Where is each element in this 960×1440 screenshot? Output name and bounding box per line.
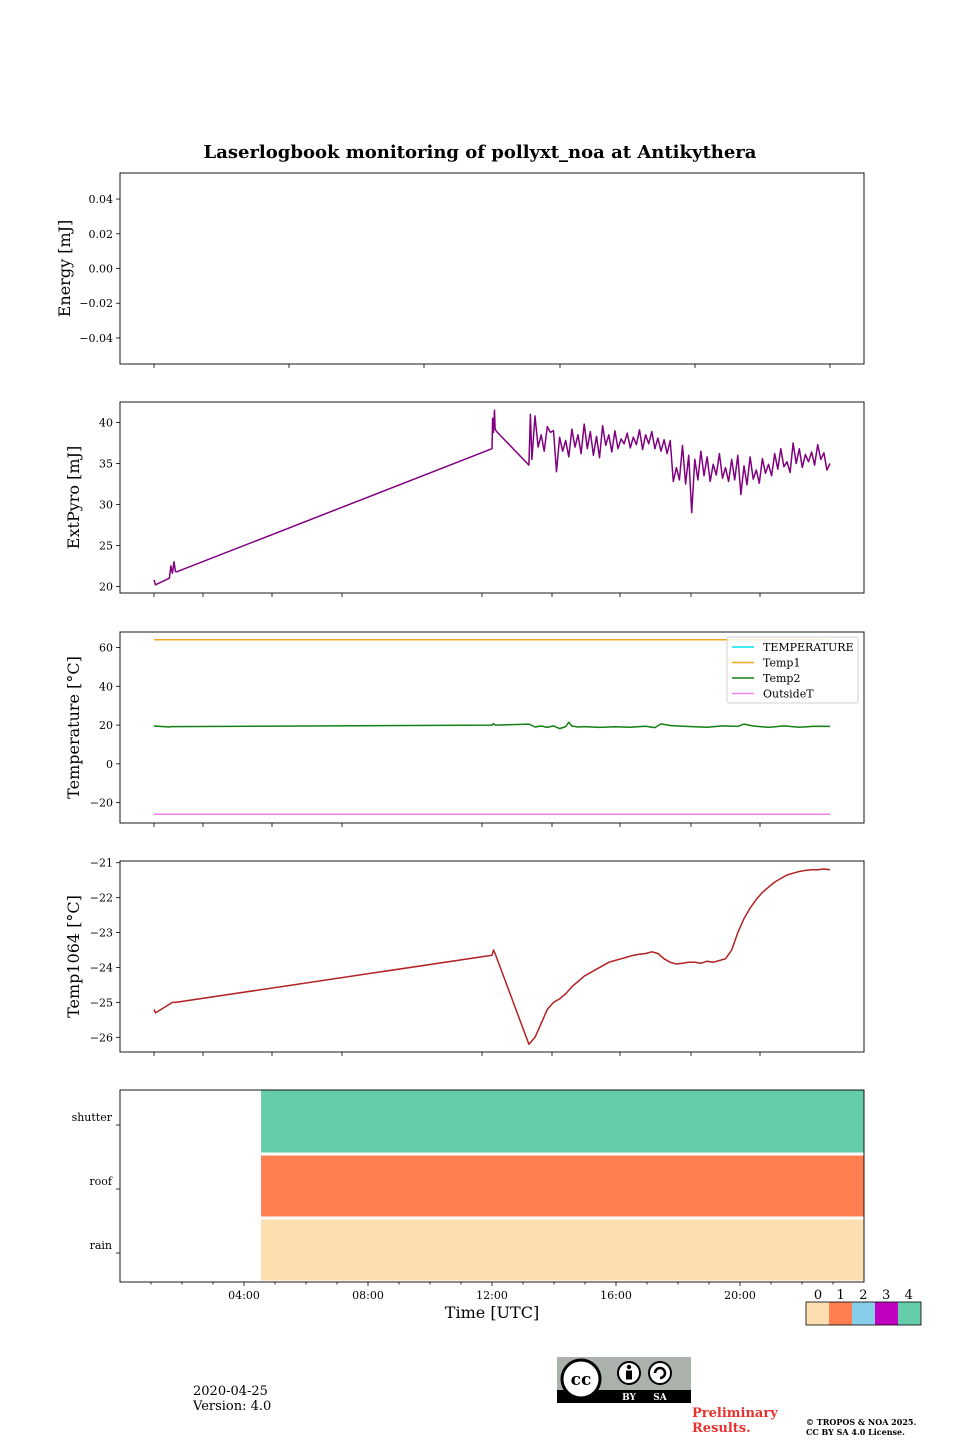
y-tick-label: 20: [99, 719, 113, 732]
series-line-temp2: [153, 721, 831, 730]
panel-energy: Energy [mJ] 0.04 0.02 0.00 −0.02 −0.04: [55, 172, 865, 368]
legend-entry: Temp1: [763, 657, 800, 670]
colorbar-cell: [829, 1302, 852, 1325]
axes-frame: [119, 401, 865, 594]
colorbar-tick-label: 2: [859, 1288, 867, 1303]
colorbar-tick-label: 0: [814, 1288, 822, 1303]
date-label: 2020-04-25: [193, 1384, 268, 1399]
cc-sa-label: SA: [653, 1393, 667, 1403]
panel-temperature: Temperature [°C] 60 40 20 0 −20 TEMPERATURE Tem…: [64, 631, 865, 827]
y-axis-label: ExtPyro [mJ]: [64, 446, 83, 549]
y-tick-label: 0.00: [89, 263, 114, 276]
y-tick-label: 25: [99, 539, 113, 552]
copyright-note: © TROPOS & NOA 2025. CC BY SA 4.0 Licens…: [806, 1417, 916, 1437]
y-tick-label: −24: [90, 961, 113, 974]
y-tick-label: −0.02: [79, 297, 113, 310]
x-tick-label: 16:00: [600, 1289, 632, 1302]
y-tick-label: −0.04: [79, 332, 113, 345]
colorbar-cell: [806, 1302, 829, 1325]
chart-panels: Energy [mJ] 0.04 0.02 0.00 −0.02 −0.04 ExtPyro…: [55, 172, 922, 1326]
y-axis-label: Temp1064 [°C]: [64, 895, 83, 1018]
series-line-extpyro: [153, 409, 831, 586]
y-tick-label: 0.04: [89, 193, 114, 206]
cc-by-label: BY: [622, 1393, 636, 1403]
legend-entry: Temp2: [763, 672, 800, 685]
y-tick-label: 0.02: [89, 228, 114, 241]
y-tick-label: 40: [99, 416, 113, 429]
y-tick-label: −23: [90, 927, 113, 940]
legend-box: [726, 636, 859, 704]
flag-band-roof: [261, 1155, 864, 1217]
sa-icon-arrow: [653, 1366, 667, 1380]
preliminary-line-1: Preliminary: [692, 1406, 778, 1421]
y-tick-label: −22: [90, 892, 113, 905]
preliminary-line-2: Results.: [692, 1421, 751, 1436]
cc-logo-icon: [560, 1358, 602, 1400]
by-icon-body: [626, 1370, 632, 1380]
copyright-line-2: CC BY SA 4.0 License.: [806, 1427, 905, 1437]
panel-temp1064: Temp1064 [°C] −21 −22 −23 −24 −25 −26: [64, 857, 865, 1056]
y-axis-label: Energy [mJ]: [55, 220, 74, 318]
y-tick-label: −21: [90, 857, 113, 870]
y-tick-label: 60: [99, 642, 113, 655]
legend-entry: OutsideT: [763, 688, 814, 701]
axes-frame: [119, 631, 865, 824]
colorbar-tick-label: 3: [882, 1288, 890, 1303]
axes-frame: [119, 1089, 865, 1283]
panel-extpyro: ExtPyro [mJ] 20 25 30 35 40: [64, 401, 865, 597]
footer-info: 2020-04-25 Version: 4.0: [193, 1384, 271, 1414]
chart-title: Laserlogbook monitoring of pollyxt_noa a…: [204, 142, 757, 163]
series-line-temp1064: [153, 868, 831, 1046]
legend-entry: TEMPERATURE: [763, 641, 854, 654]
sa-sharealike-icon: [648, 1361, 672, 1385]
y-tick-label: 40: [99, 680, 113, 693]
x-tick-label: 08:00: [352, 1289, 384, 1302]
version-label: Version: 4.0: [193, 1399, 272, 1414]
category-label: shutter: [72, 1111, 113, 1124]
axes-frame: [119, 172, 865, 365]
colorbar-cell: [875, 1302, 898, 1325]
copyright-line-1: © TROPOS & NOA 2025.: [806, 1417, 917, 1427]
y-tick-label: 35: [99, 457, 113, 470]
colorbar-outline: [805, 1301, 922, 1326]
by-icon-head: [626, 1364, 632, 1370]
cc-logo-text: cc: [571, 1370, 592, 1390]
colorbar-cell: [898, 1302, 921, 1325]
y-tick-label: 30: [99, 498, 113, 511]
x-axis-label: Time [UTC]: [445, 1303, 539, 1322]
category-label: roof: [89, 1175, 113, 1188]
flag-band-rain: [261, 1219, 864, 1281]
y-tick-label: −20: [90, 797, 113, 810]
axes-frame: [119, 860, 865, 1053]
x-tick-label: 04:00: [228, 1289, 260, 1302]
cc-license-badge[interactable]: cc BY SA: [557, 1357, 691, 1403]
colorbar-tick-label: 1: [837, 1288, 845, 1303]
y-tick-label: −25: [90, 996, 113, 1009]
y-axis-label: Temperature [°C]: [64, 656, 83, 799]
category-label: rain: [90, 1239, 112, 1252]
x-tick-label: 12:00: [476, 1289, 508, 1302]
y-tick-label: 20: [99, 580, 113, 593]
preliminary-results-note: Preliminary Results.: [692, 1406, 778, 1436]
x-tick-label: 20:00: [724, 1289, 756, 1302]
y-tick-label: −26: [90, 1031, 113, 1044]
colorbar-cell: [852, 1302, 875, 1325]
colorbar-tick-label: 4: [905, 1288, 913, 1303]
panel-flags: shutter roof rain 04:00 08:00 12:00 16:00 20:00…: [72, 1089, 922, 1326]
flag-band-shutter: [261, 1090, 864, 1153]
y-tick-label: 0: [106, 758, 113, 771]
